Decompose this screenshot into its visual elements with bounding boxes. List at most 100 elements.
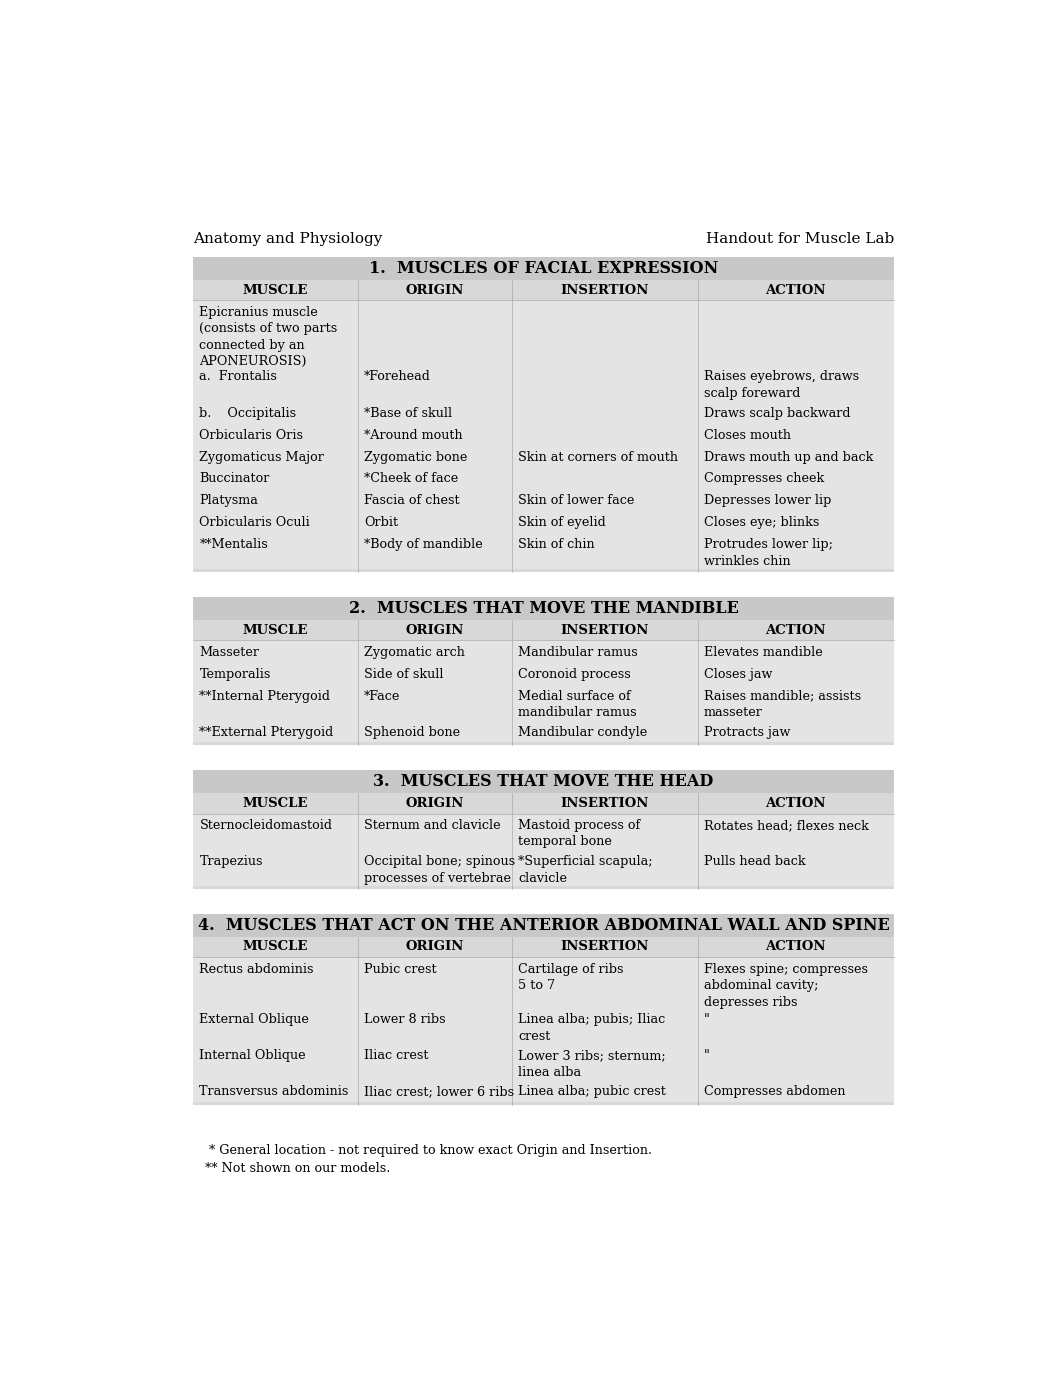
Text: Linea alba; pubic crest: Linea alba; pubic crest: [518, 1085, 666, 1099]
Text: ORIGIN: ORIGIN: [406, 797, 464, 810]
Text: ORIGIN: ORIGIN: [406, 940, 464, 953]
Text: MUSCLE: MUSCLE: [243, 797, 308, 810]
Text: ORIGIN: ORIGIN: [406, 624, 464, 636]
Text: Sternum and clavicle: Sternum and clavicle: [364, 819, 500, 832]
Text: *Face: *Face: [364, 690, 400, 702]
FancyBboxPatch shape: [193, 684, 894, 720]
Text: 3.  MUSCLES THAT MOVE THE HEAD: 3. MUSCLES THAT MOVE THE HEAD: [374, 772, 714, 790]
Text: Handout for Muscle Lab: Handout for Muscle Lab: [705, 233, 894, 246]
Text: Orbicularis Oculi: Orbicularis Oculi: [200, 516, 310, 529]
Text: a.  Frontalis: a. Frontalis: [200, 370, 277, 383]
Text: Internal Oblique: Internal Oblique: [200, 1049, 306, 1062]
Text: ACTION: ACTION: [766, 940, 826, 953]
Text: Raises eyebrows, draws
scalp foreward: Raises eyebrows, draws scalp foreward: [704, 370, 859, 399]
Text: Rectus abdominis: Rectus abdominis: [200, 963, 314, 975]
Text: INSERTION: INSERTION: [561, 624, 649, 636]
Text: Coronoid process: Coronoid process: [518, 668, 631, 680]
Text: MUSCLE: MUSCLE: [243, 284, 308, 296]
Text: INSERTION: INSERTION: [561, 284, 649, 296]
Text: ACTION: ACTION: [766, 284, 826, 296]
FancyBboxPatch shape: [193, 770, 894, 793]
FancyBboxPatch shape: [193, 640, 894, 662]
Text: Mandibular condyle: Mandibular condyle: [518, 726, 648, 739]
Text: Depresses lower lip: Depresses lower lip: [704, 494, 832, 507]
Text: Skin of eyelid: Skin of eyelid: [518, 516, 606, 529]
Text: ": ": [704, 1049, 709, 1062]
Text: Draws scalp backward: Draws scalp backward: [704, 406, 851, 420]
Text: * General location - not required to know exact Origin and Insertion.: * General location - not required to kno…: [201, 1143, 652, 1157]
Text: 1.  MUSCLES OF FACIAL EXPRESSION: 1. MUSCLES OF FACIAL EXPRESSION: [369, 260, 718, 277]
Text: ACTION: ACTION: [766, 624, 826, 636]
Text: Skin of lower face: Skin of lower face: [518, 494, 635, 507]
FancyBboxPatch shape: [193, 445, 894, 467]
Text: Platysma: Platysma: [200, 494, 258, 507]
Text: ** Not shown on our models.: ** Not shown on our models.: [201, 1162, 391, 1175]
Text: 4.  MUSCLES THAT ACT ON THE ANTERIOR ABDOMINAL WALL AND SPINE: 4. MUSCLES THAT ACT ON THE ANTERIOR ABDO…: [198, 917, 889, 934]
Text: Lower 8 ribs: Lower 8 ribs: [364, 1013, 446, 1026]
FancyBboxPatch shape: [193, 1080, 894, 1102]
FancyBboxPatch shape: [193, 423, 894, 445]
Text: Closes jaw: Closes jaw: [704, 668, 772, 680]
Text: Orbit: Orbit: [364, 516, 398, 529]
Text: *Body of mandible: *Body of mandible: [364, 538, 483, 551]
Text: Orbicularis Oris: Orbicularis Oris: [200, 428, 304, 442]
Text: Cartilage of ribs
5 to 7: Cartilage of ribs 5 to 7: [518, 963, 623, 991]
FancyBboxPatch shape: [193, 957, 894, 1008]
Text: *Forehead: *Forehead: [364, 370, 431, 383]
Text: Fascia of chest: Fascia of chest: [364, 494, 460, 507]
Text: Epicranius muscle
(consists of two parts
connected by an
APONEUROSIS): Epicranius muscle (consists of two parts…: [200, 306, 338, 368]
FancyBboxPatch shape: [193, 814, 894, 850]
FancyBboxPatch shape: [193, 365, 894, 401]
FancyBboxPatch shape: [193, 300, 894, 365]
Text: Draws mouth up and back: Draws mouth up and back: [704, 450, 873, 464]
Text: **Internal Pterygoid: **Internal Pterygoid: [200, 690, 330, 702]
FancyBboxPatch shape: [193, 467, 894, 489]
Text: b.    Occipitalis: b. Occipitalis: [200, 406, 296, 420]
Text: Pubic crest: Pubic crest: [364, 963, 436, 975]
FancyBboxPatch shape: [193, 770, 894, 890]
Text: Skin at corners of mouth: Skin at corners of mouth: [518, 450, 679, 464]
Text: Protrudes lower lip;
wrinkles chin: Protrudes lower lip; wrinkles chin: [704, 538, 833, 567]
Text: Linea alba; pubis; Iliac
crest: Linea alba; pubis; Iliac crest: [518, 1013, 666, 1042]
Text: Protracts jaw: Protracts jaw: [704, 726, 790, 739]
Text: Rotates head; flexes neck: Rotates head; flexes neck: [704, 819, 869, 832]
Text: ORIGIN: ORIGIN: [406, 284, 464, 296]
Text: Occipital bone; spinous
processes of vertebrae: Occipital bone; spinous processes of ver…: [364, 855, 515, 884]
FancyBboxPatch shape: [193, 257, 894, 573]
Text: 2.  MUSCLES THAT MOVE THE MANDIBLE: 2. MUSCLES THAT MOVE THE MANDIBLE: [348, 600, 738, 617]
Text: *Superficial scapula;
clavicle: *Superficial scapula; clavicle: [518, 855, 653, 884]
Text: Transversus abdominis: Transversus abdominis: [200, 1085, 348, 1099]
FancyBboxPatch shape: [193, 1008, 894, 1044]
Text: Skin of chin: Skin of chin: [518, 538, 595, 551]
FancyBboxPatch shape: [193, 596, 894, 745]
Text: ": ": [704, 1013, 709, 1026]
Text: INSERTION: INSERTION: [561, 940, 649, 953]
FancyBboxPatch shape: [193, 662, 894, 684]
Text: *Base of skull: *Base of skull: [364, 406, 452, 420]
FancyBboxPatch shape: [193, 596, 894, 620]
FancyBboxPatch shape: [193, 489, 894, 511]
Text: Lower 3 ribs; sternum;
linea alba: Lower 3 ribs; sternum; linea alba: [518, 1049, 666, 1078]
Text: INSERTION: INSERTION: [561, 797, 649, 810]
Text: Sphenoid bone: Sphenoid bone: [364, 726, 460, 739]
Text: External Oblique: External Oblique: [200, 1013, 309, 1026]
FancyBboxPatch shape: [193, 401, 894, 423]
FancyBboxPatch shape: [193, 1044, 894, 1080]
Text: Raises mandible; assists
masseter: Raises mandible; assists masseter: [704, 690, 861, 719]
Text: MUSCLE: MUSCLE: [243, 624, 308, 636]
Text: Closes eye; blinks: Closes eye; blinks: [704, 516, 819, 529]
Text: Elevates mandible: Elevates mandible: [704, 646, 823, 658]
FancyBboxPatch shape: [193, 533, 894, 569]
Text: Iliac crest; lower 6 ribs: Iliac crest; lower 6 ribs: [364, 1085, 514, 1099]
Text: Mandibular ramus: Mandibular ramus: [518, 646, 638, 658]
FancyBboxPatch shape: [193, 257, 894, 280]
Text: Side of skull: Side of skull: [364, 668, 444, 680]
Text: Compresses cheek: Compresses cheek: [704, 472, 824, 486]
Text: Compresses abdomen: Compresses abdomen: [704, 1085, 845, 1099]
Text: Pulls head back: Pulls head back: [704, 855, 805, 868]
Text: Sternocleidomastoid: Sternocleidomastoid: [200, 819, 332, 832]
FancyBboxPatch shape: [193, 720, 894, 742]
FancyBboxPatch shape: [193, 914, 894, 1104]
Text: Iliac crest: Iliac crest: [364, 1049, 429, 1062]
Text: Zygomatic arch: Zygomatic arch: [364, 646, 465, 658]
